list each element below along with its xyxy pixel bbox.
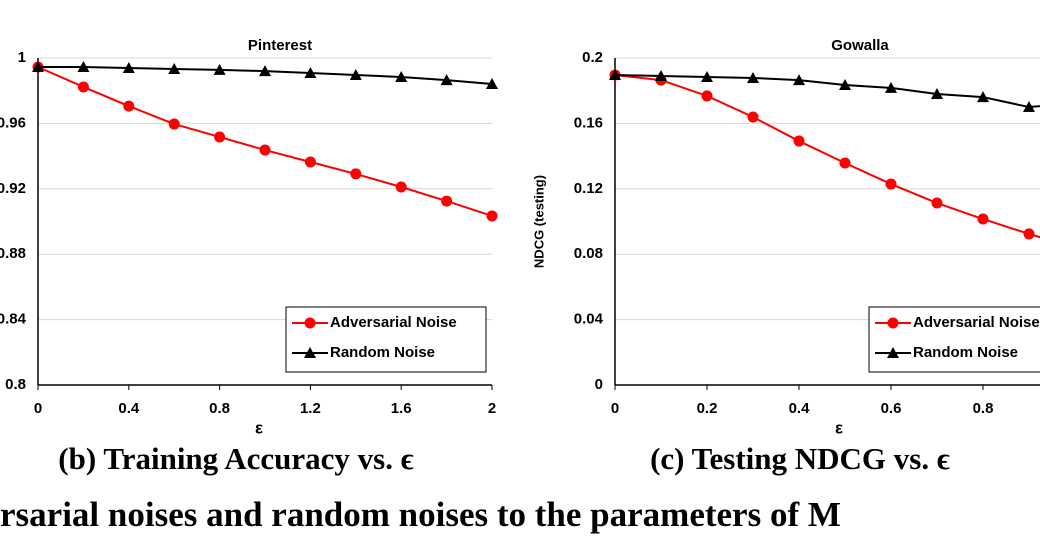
legend-label: Adversarial Noise (330, 314, 457, 331)
x-axis-label: ε (835, 418, 843, 437)
x-tick-label: 0.4 (118, 400, 140, 417)
y-tick-label: 0.84 (0, 311, 27, 328)
x-tick-label: 1.2 (300, 400, 321, 417)
point (32, 60, 44, 72)
point (655, 69, 667, 81)
point (486, 77, 498, 89)
x-tick-label: 0.8 (209, 400, 230, 417)
y-tick-label: 0.96 (0, 114, 26, 131)
point (793, 74, 805, 86)
point (304, 67, 317, 79)
point (395, 181, 407, 193)
chart-title: Pinterest (248, 37, 312, 54)
point (349, 69, 362, 81)
point (304, 347, 316, 358)
legend-label: Adversarial Noise (913, 314, 1040, 331)
y-tick-label: 0.2 (582, 49, 603, 66)
y-tick-label: 0.16 (574, 114, 603, 131)
point (441, 195, 453, 207)
point (350, 168, 362, 180)
point (609, 69, 621, 81)
y-tick-label: 0.88 (0, 245, 26, 262)
legend (285, 306, 487, 373)
point (213, 63, 226, 75)
point (977, 213, 989, 225)
y-tick-label: 0.8 (5, 376, 26, 393)
point (440, 74, 453, 86)
point (887, 317, 899, 329)
point (77, 81, 89, 93)
chart-title: Gowalla (831, 37, 889, 54)
point (931, 87, 943, 99)
caption: (c) Testing NDCG vs. ϵ (650, 441, 950, 476)
legend-label: Random Noise (330, 344, 435, 361)
series-line (614, 74, 1040, 109)
legend-label: Random Noise (913, 344, 1018, 361)
point (701, 70, 713, 82)
point (977, 91, 989, 103)
series-line (37, 66, 493, 217)
point (747, 71, 759, 83)
point (793, 135, 805, 147)
point (304, 317, 316, 329)
y-tick-label: 0.04 (574, 311, 604, 328)
x-tick-label: 0.6 (881, 400, 902, 417)
point (839, 157, 851, 169)
x-tick-label: 0.4 (789, 400, 811, 417)
y-tick-label: 0.92 (0, 180, 26, 197)
point (885, 178, 897, 190)
point (168, 62, 181, 74)
point (395, 70, 408, 82)
x-tick-label: 2 (488, 400, 496, 417)
y-tick-label: 0.12 (574, 180, 603, 197)
point (1023, 101, 1035, 113)
point (887, 347, 899, 358)
point (885, 81, 897, 93)
point (304, 156, 316, 168)
point (486, 210, 498, 222)
caption: (b) Training Accuracy vs. ϵ (58, 441, 414, 476)
point (123, 100, 135, 112)
x-tick-label: 0.8 (973, 400, 994, 417)
x-axis-label: ε (255, 418, 263, 437)
x-tick-label: 1.6 (391, 400, 412, 417)
point (701, 90, 713, 102)
point (214, 131, 226, 143)
point (168, 118, 180, 130)
y-tick-label: 0.08 (574, 245, 603, 262)
point (931, 197, 943, 209)
y-tick-label: 0 (595, 376, 603, 393)
x-tick-label: 0.2 (697, 400, 718, 417)
point (1023, 228, 1035, 240)
point (122, 61, 135, 73)
x-tick-label: 0 (34, 400, 42, 417)
point (839, 78, 851, 90)
y-axis-label: NDCG (testing) (531, 175, 546, 268)
x-tick-label: 0 (611, 400, 619, 417)
point (77, 60, 90, 72)
point (259, 65, 271, 77)
figure-caption: rsarial noises and random noises to the … (0, 495, 841, 534)
point (747, 111, 759, 123)
point (259, 144, 271, 156)
series-line (614, 74, 1040, 239)
legend (868, 306, 1040, 373)
y-tick-label: 1 (18, 49, 26, 66)
